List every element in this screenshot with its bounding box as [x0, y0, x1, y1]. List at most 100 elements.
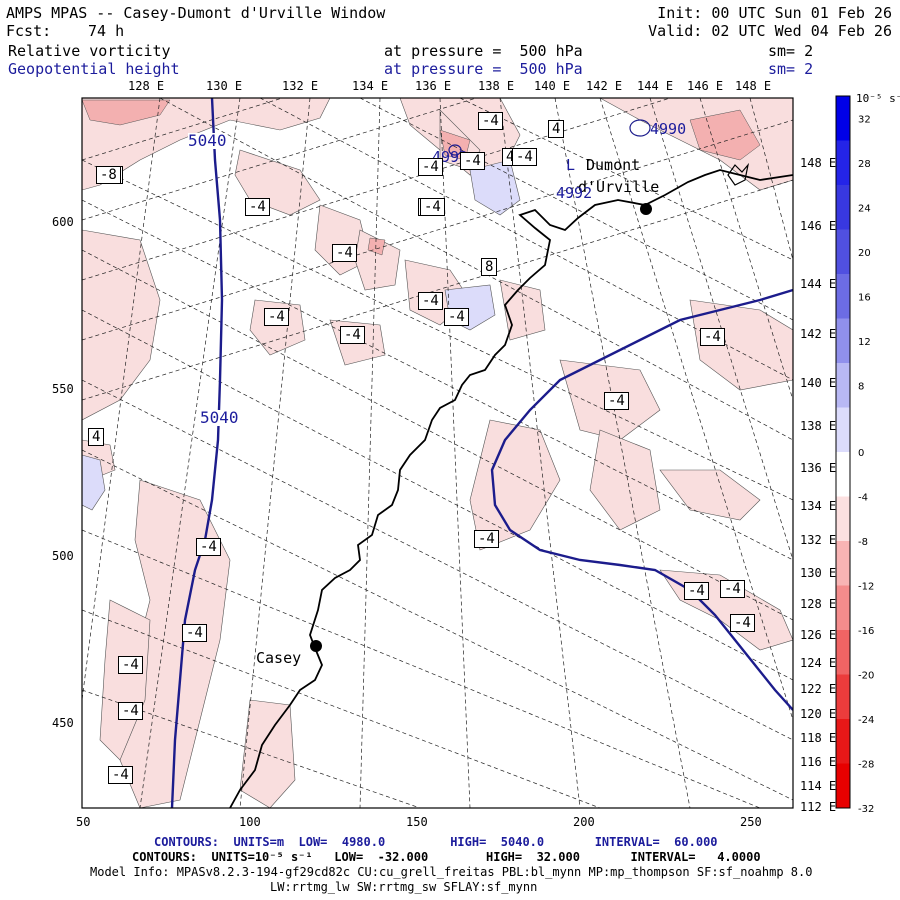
init-time: Init: 00 UTC Sun 01 Feb 26: [657, 4, 892, 22]
field1-name: Relative vorticity: [8, 42, 171, 60]
height-label: 5040: [188, 131, 227, 150]
top-lon-label: 130 E: [206, 79, 243, 93]
colorbar-level-label: 20: [858, 248, 871, 259]
height-label: 5040: [200, 408, 239, 427]
colorbar-level-label: 0: [858, 448, 864, 459]
field2-smoothing: sm= 2: [768, 60, 814, 78]
colorbar-segment: [836, 674, 850, 719]
y-tick-label: 550: [52, 382, 74, 396]
top-lon-label: 144 E: [637, 79, 674, 93]
right-lon-label: 120 E: [800, 707, 837, 721]
top-lon-label: 134 E: [352, 79, 389, 93]
colorbar-level-label: -32: [858, 804, 874, 815]
vorticity-label: -4: [478, 112, 503, 130]
place-label-dumont: Dumont: [586, 156, 641, 174]
vorticity-label: 8: [481, 258, 498, 276]
vorticity-label: -4: [474, 530, 499, 548]
x-tick-label: 100: [239, 815, 261, 829]
right-lon-label: 114 E: [800, 779, 837, 793]
map-plot-area: [82, 98, 793, 808]
colorbar-segment: [836, 541, 850, 586]
colorbar-segment: [836, 452, 850, 497]
vorticity-label: -4: [720, 580, 745, 598]
station-marker-casey: [310, 640, 322, 652]
place-label-casey: Casey: [256, 649, 302, 667]
vorticity-label: 4: [88, 428, 105, 446]
colorbar-segment: [836, 585, 850, 630]
y-tick-label: 600: [52, 215, 74, 229]
colorbar-segment: [836, 185, 850, 230]
map-title: AMPS MPAS -- Casey-Dumont d'Urville Wind…: [6, 4, 386, 22]
colorbar-level-label: -8: [858, 537, 868, 548]
vorticity-shading-strong: [82, 99, 761, 256]
colorbar-segment: [836, 719, 850, 764]
vorticity-label: -4: [418, 158, 443, 176]
top-lon-label: 132 E: [282, 79, 319, 93]
field2-pressure: at pressure = 500 hPa: [384, 60, 583, 78]
footer-height-contours: CONTOURS: UNITS=m LOW= 4980.0 HIGH= 5040…: [154, 835, 718, 849]
right-lon-label: 122 E: [800, 682, 837, 696]
top-lon-label: 140 E: [534, 79, 571, 93]
y-tick-label: 500: [52, 549, 74, 563]
colorbar-level-label: -4: [858, 493, 868, 504]
x-tick-label: 150: [406, 815, 428, 829]
vorticity-label: -4: [196, 538, 221, 556]
right-lon-label: 144 E: [800, 277, 837, 291]
map-frame: [81, 97, 794, 809]
footer-vorticity-contours: CONTOURS: UNITS=10⁻⁵ s⁻¹ LOW= -32.000 HI…: [132, 850, 761, 864]
colorbar-segment: [836, 318, 850, 363]
colorbar-frame: [835, 95, 851, 809]
forecast-hour: 74 h: [88, 22, 125, 40]
vorticity-label: 4: [548, 120, 565, 138]
colorbar-segment: [836, 96, 850, 141]
vorticity-label: -4: [684, 582, 709, 600]
colorbar-segment: [836, 274, 850, 319]
right-lon-label: 112 E: [800, 800, 837, 814]
right-lon-label: 128 E: [800, 597, 837, 611]
vorticity-label: -4: [730, 614, 755, 632]
top-lon-label: 142 E: [586, 79, 623, 93]
forecast-label: Fcst:: [6, 22, 52, 40]
vorticity-label: -4: [118, 656, 143, 674]
vorticity-label: -4: [245, 198, 270, 216]
field1-pressure: at pressure = 500 hPa: [384, 42, 583, 60]
station-marker-dumont: [640, 203, 652, 215]
colorbar-segment: [836, 763, 850, 808]
right-lon-label: 134 E: [800, 499, 837, 513]
place-label-durville: d'Urville: [578, 178, 660, 196]
footer-model-info-2: LW:rrtmg_lw SW:rrtmg_sw SFLAY:sf_mynn: [270, 880, 538, 894]
geopotential-contours: [170, 98, 793, 808]
top-lon-label: 138 E: [478, 79, 515, 93]
right-lon-label: 142 E: [800, 327, 837, 341]
colorbar-segment: [836, 140, 850, 185]
right-lon-label: 136 E: [800, 461, 837, 475]
colorbar-segment: [836, 363, 850, 408]
top-lon-label: 136 E: [415, 79, 452, 93]
right-lon-label: 118 E: [800, 731, 837, 745]
top-lon-label: 148 E: [735, 79, 772, 93]
field2-name: Geopotential height: [8, 60, 180, 78]
colorbar-level-label: -20: [858, 671, 874, 682]
x-tick-label: 200: [573, 815, 595, 829]
right-lon-label: 132 E: [800, 533, 837, 547]
colorbar-segment: [836, 407, 850, 452]
colorbar-level-label: 8: [858, 381, 864, 392]
colorbar-level-label: 32: [858, 114, 871, 125]
small-contours: [448, 119, 651, 156]
x-tick-label: 250: [740, 815, 762, 829]
colorbar-segment: [836, 229, 850, 274]
colorbar-segment: [836, 630, 850, 675]
colorbar-level-label: -24: [858, 715, 874, 726]
jagged-edge: [727, 162, 750, 186]
vorticity-label: -4: [332, 244, 357, 262]
colorbar-level-label: 16: [858, 292, 871, 303]
field1-smoothing: sm= 2: [768, 42, 814, 60]
y-tick-label: 450: [52, 716, 74, 730]
right-lon-label: 126 E: [800, 628, 837, 642]
colorbar-level-label: -12: [858, 582, 874, 593]
height-label: 4992: [556, 184, 593, 202]
top-lon-label: 146 E: [687, 79, 724, 93]
graticule: [82, 98, 793, 808]
colorbar-level-label: 28: [858, 159, 871, 170]
colorbar-level-label: 12: [858, 337, 871, 348]
